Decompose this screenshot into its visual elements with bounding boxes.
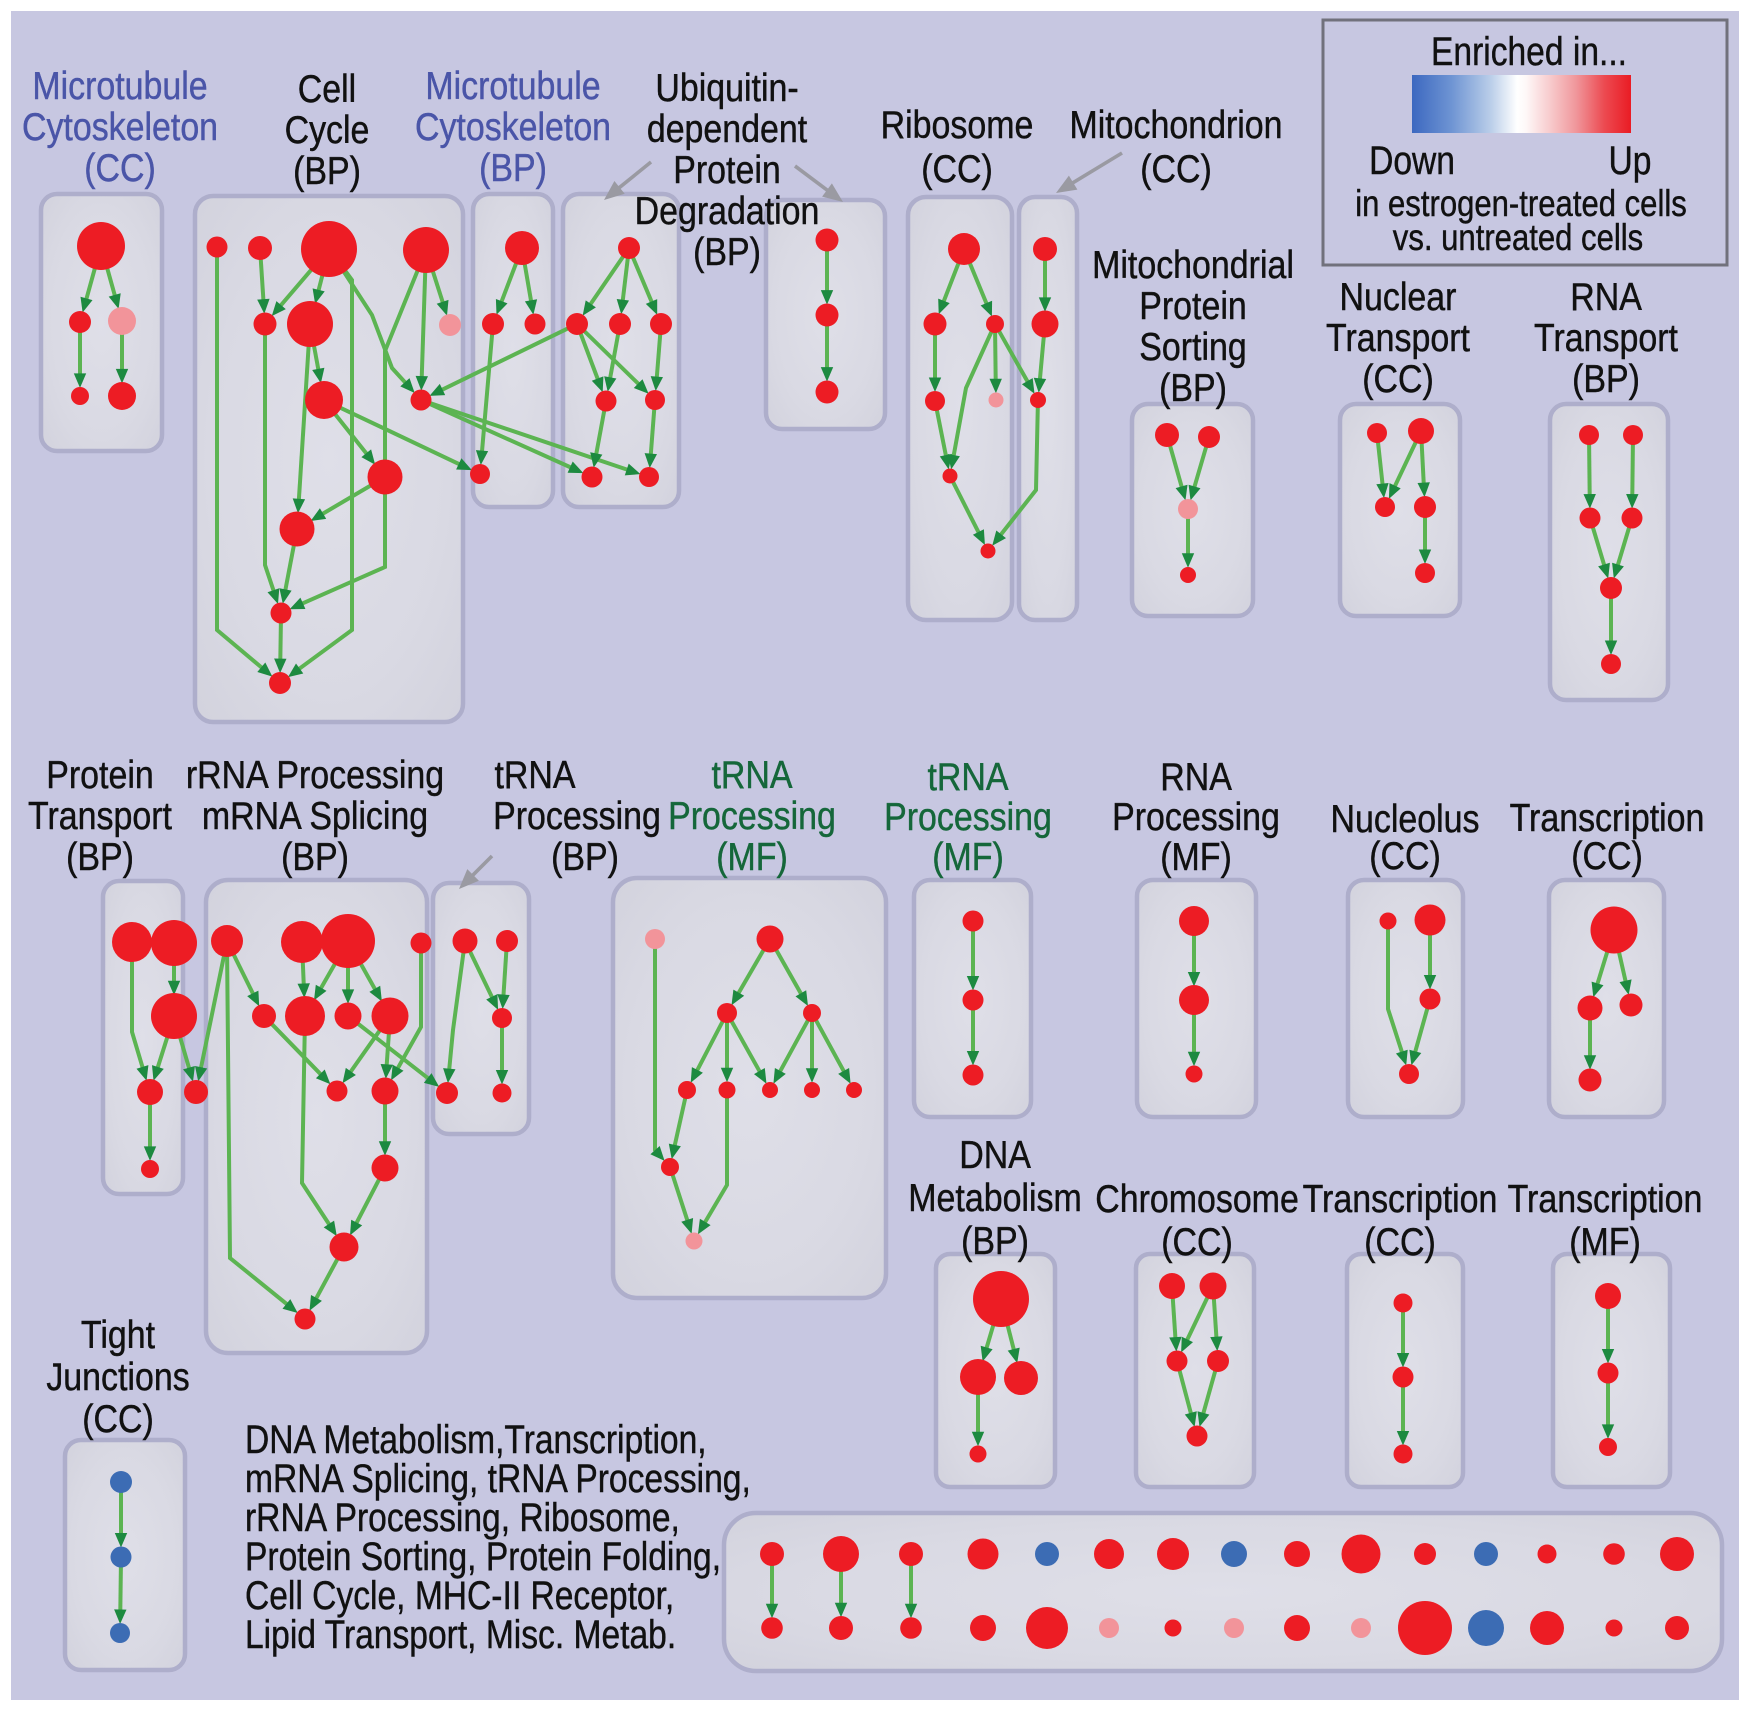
svg-text:Sorting: Sorting <box>1139 325 1247 369</box>
svg-text:(BP): (BP) <box>693 230 761 274</box>
svg-text:in estrogen-treated cells: in estrogen-treated cells <box>1355 184 1687 225</box>
svg-text:Junctions: Junctions <box>46 1355 189 1399</box>
svg-text:(CC): (CC) <box>82 1397 154 1441</box>
svg-text:(BP): (BP) <box>1572 357 1640 401</box>
svg-text:Protein: Protein <box>673 148 781 192</box>
svg-text:Transcription: Transcription <box>1508 1177 1703 1221</box>
svg-text:Mitochondrion: Mitochondrion <box>1069 103 1282 147</box>
svg-text:DNA Metabolism,Transcription,: DNA Metabolism,Transcription, <box>245 1417 707 1461</box>
svg-text:tRNA: tRNA <box>927 755 1009 799</box>
svg-text:Protein: Protein <box>1139 284 1247 328</box>
svg-text:Cell Cycle, MHC-II Receptor,: Cell Cycle, MHC-II Receptor, <box>245 1573 674 1617</box>
svg-text:(CC): (CC) <box>1364 1220 1436 1264</box>
svg-text:Protein: Protein <box>46 753 154 797</box>
svg-text:Microtubule: Microtubule <box>32 64 207 108</box>
svg-text:Up: Up <box>1609 138 1652 182</box>
svg-text:(CC): (CC) <box>921 147 993 191</box>
svg-text:Tight: Tight <box>81 1313 155 1357</box>
svg-text:(BP): (BP) <box>66 835 134 879</box>
svg-text:Degradation: Degradation <box>635 189 820 233</box>
svg-text:Processing: Processing <box>884 795 1052 839</box>
svg-text:(MF): (MF) <box>1569 1220 1641 1264</box>
svg-text:Processing: Processing <box>493 794 661 838</box>
svg-text:Enriched in...: Enriched in... <box>1431 29 1627 73</box>
svg-text:Lipid Transport, Misc. Metab.: Lipid Transport, Misc. Metab. <box>245 1612 676 1656</box>
svg-text:mRNA Splicing, tRNA Processing: mRNA Splicing, tRNA Processing, <box>245 1456 751 1500</box>
svg-text:Processing: Processing <box>1112 795 1280 839</box>
svg-text:Ribosome: Ribosome <box>881 103 1034 147</box>
svg-text:Cytoskeleton: Cytoskeleton <box>22 105 218 149</box>
svg-text:(MF): (MF) <box>932 835 1004 879</box>
svg-text:Transport: Transport <box>1534 316 1678 360</box>
svg-text:Cell: Cell <box>298 67 356 111</box>
svg-text:Transcription: Transcription <box>1510 796 1705 840</box>
svg-text:Cytoskeleton: Cytoskeleton <box>415 105 611 149</box>
svg-text:(CC): (CC) <box>84 146 156 190</box>
svg-text:Microtubule: Microtubule <box>425 64 600 108</box>
svg-text:(CC): (CC) <box>1140 147 1212 191</box>
svg-text:Nucleolus: Nucleolus <box>1331 797 1480 841</box>
svg-text:Processing: Processing <box>668 794 836 838</box>
svg-text:(CC): (CC) <box>1161 1220 1233 1264</box>
svg-text:(BP): (BP) <box>551 835 619 879</box>
svg-text:Transcription: Transcription <box>1303 1177 1498 1221</box>
svg-text:dependent: dependent <box>647 107 807 151</box>
svg-text:(BP): (BP) <box>1159 366 1227 410</box>
svg-text:Transport: Transport <box>1326 316 1470 360</box>
svg-text:tRNA: tRNA <box>494 753 576 797</box>
svg-text:(BP): (BP) <box>281 835 349 879</box>
svg-text:RNA: RNA <box>1160 755 1232 799</box>
svg-text:(BP): (BP) <box>479 146 547 190</box>
svg-text:Cycle: Cycle <box>285 108 370 152</box>
svg-text:(BP): (BP) <box>961 1219 1029 1263</box>
svg-text:rRNA Processing: rRNA Processing <box>186 753 444 797</box>
svg-text:vs. untreated cells: vs. untreated cells <box>1393 218 1643 259</box>
svg-text:Chromosome: Chromosome <box>1095 1177 1299 1221</box>
svg-text:mRNA Splicing: mRNA Splicing <box>202 794 428 838</box>
svg-text:Transport: Transport <box>28 794 172 838</box>
svg-text:(CC): (CC) <box>1369 834 1441 878</box>
svg-text:(CC): (CC) <box>1571 834 1643 878</box>
svg-text:(BP): (BP) <box>293 149 361 193</box>
svg-text:(MF): (MF) <box>1160 835 1232 879</box>
svg-text:(CC): (CC) <box>1362 357 1434 401</box>
svg-text:Nuclear: Nuclear <box>1340 275 1457 319</box>
svg-text:tRNA: tRNA <box>711 753 793 797</box>
svg-text:Ubiquitin-: Ubiquitin- <box>655 66 798 110</box>
svg-text:rRNA Processing, Ribosome,: rRNA Processing, Ribosome, <box>245 1495 680 1539</box>
svg-text:Down: Down <box>1369 138 1455 182</box>
svg-text:Metabolism: Metabolism <box>908 1176 1081 1220</box>
svg-text:DNA: DNA <box>959 1133 1031 1177</box>
svg-text:Protein Sorting, Protein Foldi: Protein Sorting, Protein Folding, <box>245 1534 721 1578</box>
svg-text:RNA: RNA <box>1570 275 1642 319</box>
svg-text:(MF): (MF) <box>716 835 788 879</box>
svg-text:Mitochondrial: Mitochondrial <box>1092 243 1294 287</box>
